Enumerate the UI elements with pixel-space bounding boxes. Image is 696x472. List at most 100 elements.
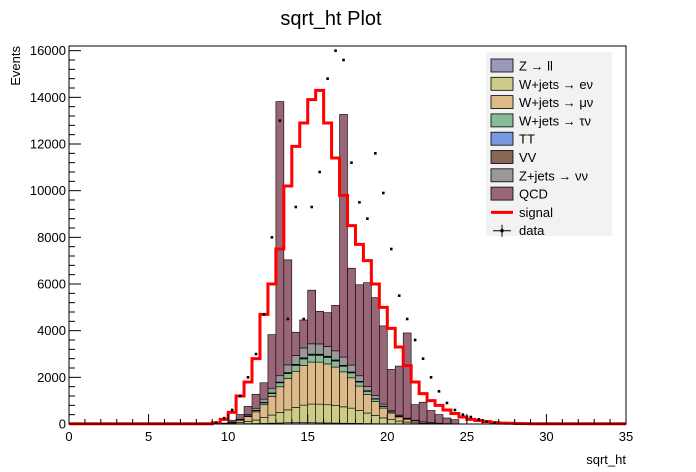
legend-swatch [500,229,504,233]
bar [386,419,396,425]
bar [331,366,340,406]
legend-label: Z → ll [519,59,553,74]
data-point [461,413,465,416]
legend-swatch [490,168,514,183]
data-point [493,421,497,425]
bar [347,407,356,424]
bar [315,343,324,355]
bar [259,404,269,418]
y-tick-label: 16000 [30,43,66,58]
data-point [310,205,313,209]
y-tick-label: 4000 [37,323,66,338]
bar [307,403,316,424]
bar [418,401,428,423]
bar [243,416,253,422]
y-tick-label: 12000 [30,137,66,152]
data-point [405,317,409,321]
bar [371,398,380,402]
x-tick-label: 15 [300,429,314,444]
legend-label: VV [519,150,537,165]
bar [355,381,364,387]
y-tick-label: 6000 [37,277,66,292]
bar [339,356,348,366]
y-tick-label: 8000 [37,230,66,245]
data-points [214,49,497,425]
legend-label: signal [519,205,553,220]
bar [283,373,293,379]
legend-swatch [490,113,514,128]
bar [379,325,388,405]
bar [291,370,301,408]
data-point [374,152,377,155]
bar [355,375,364,382]
bar [283,259,293,366]
legend-label: W+jets → τν [519,113,591,128]
data-point [445,401,449,405]
x-tick-label: 20 [380,429,394,444]
bar [307,289,316,345]
bar [315,403,324,424]
data-point [262,313,266,316]
bar [426,410,436,423]
legend-swatch [490,150,514,164]
bar [259,382,269,400]
bar [347,372,356,379]
data-point [477,418,481,421]
bar [291,331,301,356]
bar [434,414,444,424]
bar [371,395,380,399]
data-point [286,317,290,321]
bar [299,365,309,406]
data-point [254,352,258,356]
bar [283,364,293,373]
bar [267,414,277,424]
legend-label: Z+jets → νν [519,168,588,183]
bar [291,365,301,372]
bar [291,407,301,423]
data-point [318,170,321,174]
bar [251,411,261,421]
bar [371,297,380,396]
bar [323,346,332,357]
bar [363,394,372,414]
bar [267,393,277,397]
bar [267,334,277,389]
data-point [230,408,234,412]
bar [379,407,388,419]
legend-label: W+jets → μν [519,95,593,110]
bar [402,418,412,423]
data-point [294,205,298,209]
legend-label: data [519,223,545,238]
bar [371,401,380,416]
legend-swatch [490,186,514,201]
bar [307,361,316,405]
data-point [302,317,306,321]
bar [275,382,285,388]
y-tick-label: 0 [59,417,66,432]
x-tick-label: 30 [539,429,553,444]
bar [275,412,285,424]
bar [251,393,261,409]
data-point [326,77,329,80]
bar [386,412,396,420]
bar [363,386,372,392]
bar [379,403,388,407]
bar [243,406,253,415]
data-point [429,376,433,379]
data-point [214,421,218,424]
bar [307,343,316,355]
data-point [238,394,242,398]
bar [347,267,356,366]
legend-swatch [490,58,514,73]
bar [283,378,293,411]
data-point [222,416,226,420]
bar [315,355,324,363]
bar [315,361,324,405]
data-point [389,247,393,251]
data-point [270,236,274,239]
bar [299,347,309,359]
bar [363,412,372,424]
bar [323,312,332,347]
bar [394,416,404,422]
